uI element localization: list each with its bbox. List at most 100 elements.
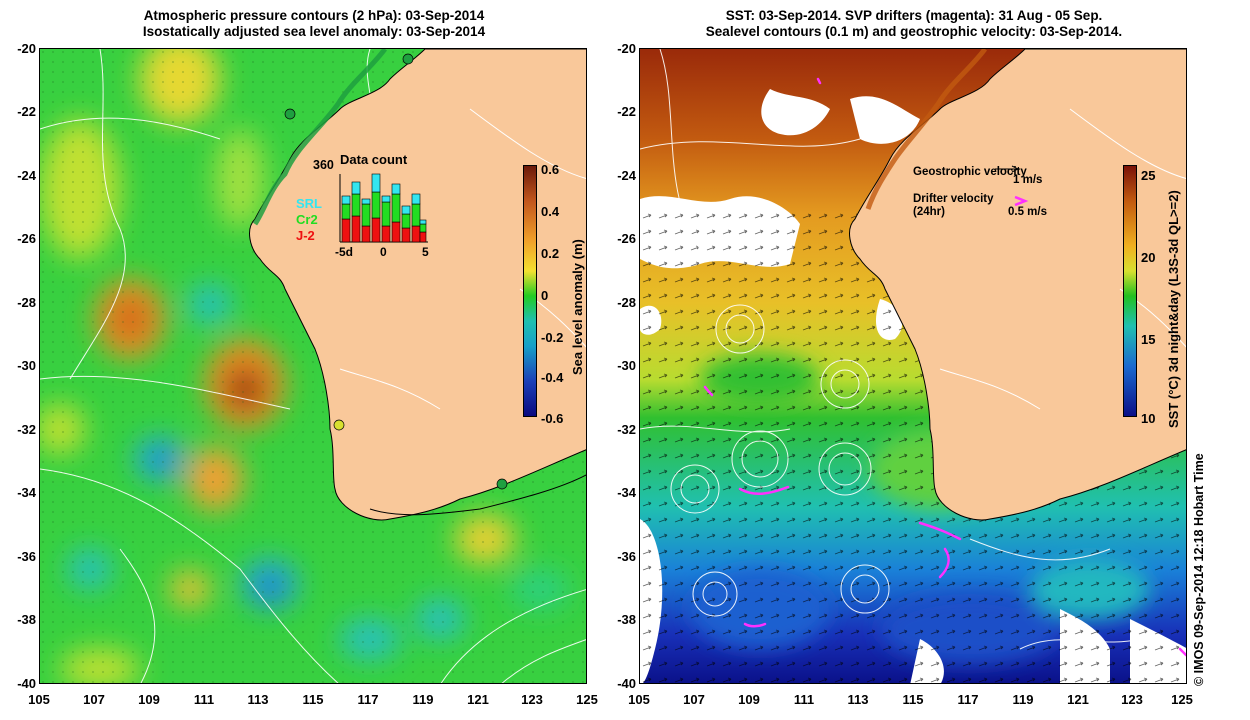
coastal-sst-band	[865, 49, 987, 210]
drifter-track	[918, 521, 962, 541]
histogram-bar	[371, 173, 381, 243]
left-y-tick: -26	[17, 231, 36, 246]
left-y-tick: -36	[17, 549, 36, 564]
drifter-track	[816, 77, 822, 85]
sla-map-svg	[40, 49, 586, 683]
left-x-tick: 115	[302, 692, 324, 707]
left-x-tick: 125	[576, 692, 598, 707]
right-x-tick: 111	[793, 692, 815, 707]
histogram-bar	[341, 195, 351, 243]
left-y-tick: -28	[17, 295, 36, 310]
sst-colorbar	[1123, 165, 1137, 417]
right-x-tick: 105	[628, 692, 650, 707]
sla-colorbar-tick: -0.6	[541, 411, 564, 426]
inset-ymax-label: 360	[313, 158, 334, 172]
histogram-bar	[401, 205, 411, 243]
right-y-tick: -30	[617, 358, 636, 373]
geostrophic-scale-label: 1 m/s	[1013, 174, 1043, 186]
drifter-track	[1178, 647, 1186, 657]
left-x-tick: 123	[521, 692, 543, 707]
right-y-tick: -36	[617, 549, 636, 564]
sla-colorbar	[523, 165, 537, 417]
left-y-tick: -22	[17, 104, 36, 119]
inset-title: Data count	[340, 152, 408, 167]
histogram-bar	[419, 219, 427, 243]
geostrophic-scale-arrow	[995, 165, 1020, 173]
right-x-tick: 115	[902, 692, 924, 707]
left-x-tick: 119	[412, 692, 434, 707]
left-y-tick: -32	[17, 422, 36, 437]
left-x-tick: 107	[83, 692, 105, 707]
shelf-isobath	[369, 474, 586, 516]
drifter-scale-label: 0.5 m/s	[1008, 206, 1047, 218]
left-y-tick: -20	[17, 41, 36, 56]
right-y-tick: -28	[617, 295, 636, 310]
drifter-track	[738, 485, 790, 495]
sla-colorbar-tick: -0.4	[541, 370, 564, 385]
right-title-line2: Sealevel contours (0.1 m) and geostrophi…	[705, 24, 1123, 39]
histogram-bar	[381, 195, 391, 243]
left-title-line1: Atmospheric pressure contours (2 hPa): 0…	[143, 8, 485, 23]
sla-colorbar-tick: 0.4	[541, 204, 560, 219]
left-map-title: Atmospheric pressure contours (2 hPa): 0…	[40, 8, 588, 40]
sealevel-contours	[640, 49, 1141, 650]
left-title-line2: Isostatically adjusted sea level anomaly…	[142, 24, 486, 39]
left-x-tick: 105	[28, 692, 50, 707]
histogram-bar	[391, 183, 401, 243]
left-x-tick: 109	[138, 692, 160, 707]
left-y-tick: -40	[17, 676, 36, 691]
sst-colorbar-label: SST (°C) 3d night&day (L3S-3d QL>=2)	[1166, 190, 1181, 428]
imos-credit: © IMOS 09-Sep-2014 12:18 Hobart Time	[1192, 453, 1206, 686]
left-x-tick: 117	[357, 692, 379, 707]
inset-legend-cr2: Cr2	[296, 212, 318, 227]
right-map-title: SST: 03-Sep-2014. SVP drifters (magenta)…	[640, 8, 1188, 40]
coastal-band	[252, 49, 387, 226]
right-x-tick: 109	[738, 692, 760, 707]
sst-colorbar-tick: 20	[1141, 250, 1156, 265]
drifter-track	[938, 547, 950, 579]
left-x-tick: 113	[247, 692, 269, 707]
drifter-velocity-label: Drifter velocity	[913, 193, 994, 205]
sst-colorbar-tick: 25	[1141, 168, 1156, 183]
right-y-tick: -20	[617, 41, 636, 56]
sla-colorbar-tick: 0.2	[541, 246, 560, 261]
geostrophic-velocity-label: Geostrophic velocity	[913, 166, 1027, 178]
inset-legend-srl: SRL	[296, 196, 322, 211]
australia-landmass	[849, 49, 1186, 521]
drifter-track	[743, 622, 767, 628]
left-y-tick: -30	[17, 358, 36, 373]
right-y-tick: -34	[617, 485, 636, 500]
sst-colorbar-tick: 10	[1141, 411, 1156, 426]
sst-map-svg	[640, 49, 1186, 683]
left-y-tick: -24	[17, 168, 36, 183]
right-y-tick: -22	[617, 104, 636, 119]
right-x-tick: 107	[683, 692, 705, 707]
right-x-tick: 123	[1121, 692, 1143, 707]
tide-gauge-marker	[496, 478, 508, 490]
left-x-tick: 121	[467, 692, 489, 707]
left-y-tick: -38	[17, 612, 36, 627]
pressure-contours	[40, 49, 586, 683]
right-x-tick: 117	[957, 692, 979, 707]
left-x-tick: 111	[193, 692, 215, 707]
australia-landmass	[249, 49, 586, 521]
right-y-tick: -38	[617, 612, 636, 627]
left-y-tick: -34	[17, 485, 36, 500]
inset-xtick: -5d	[335, 245, 353, 259]
sst-map	[639, 48, 1187, 684]
inset-xtick: 0	[380, 245, 387, 259]
right-x-tick: 125	[1171, 692, 1193, 707]
right-y-tick: -24	[617, 168, 636, 183]
histogram-bar	[411, 193, 421, 243]
right-x-tick: 121	[1067, 692, 1089, 707]
right-x-tick: 119	[1012, 692, 1034, 707]
right-y-tick: -40	[617, 676, 636, 691]
sea-level-anomaly-map	[39, 48, 587, 684]
drifter-tracks	[703, 77, 1186, 657]
inset-xtick: 5	[422, 245, 429, 259]
sla-colorbar-tick: 0	[541, 288, 549, 303]
drifter-scale-arrow	[1014, 195, 1029, 207]
sla-colorbar-tick: -0.2	[541, 330, 564, 345]
sla-colorbar-label: Sea level anomaly (m)	[570, 239, 585, 375]
sla-colorbar-tick: 0.6	[541, 162, 560, 177]
